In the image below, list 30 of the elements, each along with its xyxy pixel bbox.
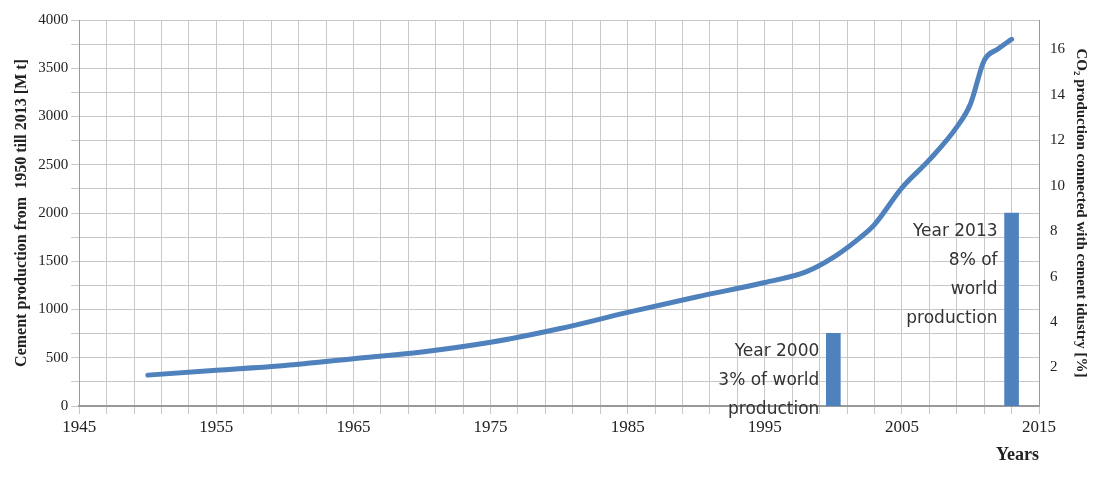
x-tick-label: 1975 xyxy=(473,416,508,436)
y2-tick-label: 12 xyxy=(1050,131,1065,148)
y2-tick-label: 16 xyxy=(1050,40,1066,57)
y-tick-label: 1500 xyxy=(38,252,69,269)
y-axis-title: Cement production from 1950 till 2013 [M t] xyxy=(11,59,30,367)
x-tick-label: 1965 xyxy=(336,416,371,436)
y2-tick-label: 8 xyxy=(1050,222,1058,239)
x-tick-label: 1955 xyxy=(199,416,234,436)
y-tick-label: 500 xyxy=(45,348,69,365)
x-axis-title: Years xyxy=(996,443,1039,464)
y-tick-label: 2000 xyxy=(38,203,69,220)
annotation: Year 2000 3% of world production xyxy=(718,340,820,419)
y-tick-label: 3500 xyxy=(38,59,69,76)
annotation: Year 2013 8% of world production xyxy=(906,219,999,327)
y2-tick-label: 4 xyxy=(1050,312,1058,329)
y-tick-label: 4000 xyxy=(38,10,69,27)
y-tick-label: 0 xyxy=(60,396,69,413)
y2-axis-title: CO₂ production connected with cement idustry [%] xyxy=(1074,48,1091,378)
x-tick-label: 1985 xyxy=(610,416,645,436)
x-tick-label: 2005 xyxy=(884,416,919,436)
y2-tick-label: 14 xyxy=(1050,85,1066,102)
y-tick-label: 3000 xyxy=(38,107,69,124)
y-tick-label: 2500 xyxy=(38,155,69,172)
y2-tick-label: 2 xyxy=(1050,358,1058,375)
y2-tick-label: 6 xyxy=(1050,267,1058,284)
y2-tick-label: 10 xyxy=(1050,176,1065,193)
x-tick-label: 1995 xyxy=(747,416,782,436)
y-tick-label: 1000 xyxy=(38,300,69,317)
x-tick-label: 1945 xyxy=(62,416,97,436)
x-tick-label: 2015 xyxy=(1022,416,1056,436)
